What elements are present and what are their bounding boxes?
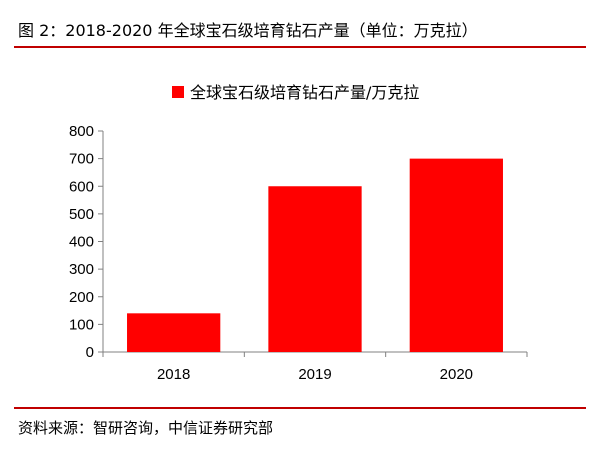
legend-label: 全球宝石级培育钻石产量/万克拉 [190, 83, 419, 102]
y-tick-label: 300 [69, 261, 94, 278]
x-tick-label: 2019 [298, 366, 331, 383]
bottom-divider [14, 407, 586, 409]
x-tick-label: 2020 [440, 366, 473, 383]
bar-2019 [268, 186, 362, 352]
y-tick-label: 700 [69, 151, 94, 168]
y-tick-label: 0 [86, 344, 94, 361]
bar-2020 [409, 158, 503, 352]
y-tick-label: 600 [69, 178, 94, 195]
figure-title: 图 2：2018-2020 年全球宝石级培育钻石产量（单位：万克拉） [18, 21, 478, 40]
x-tick-label: 2018 [157, 366, 190, 383]
y-tick-label: 800 [69, 123, 94, 140]
bar-2018 [127, 313, 221, 352]
y-tick-label: 100 [69, 316, 94, 333]
legend-swatch [172, 86, 184, 98]
y-tick-label: 500 [69, 206, 94, 223]
y-tick-label: 200 [69, 289, 94, 306]
figure-source: 资料来源：智研咨询，中信证券研究部 [18, 419, 274, 437]
top-divider [14, 46, 586, 48]
y-tick-label: 400 [69, 234, 94, 251]
